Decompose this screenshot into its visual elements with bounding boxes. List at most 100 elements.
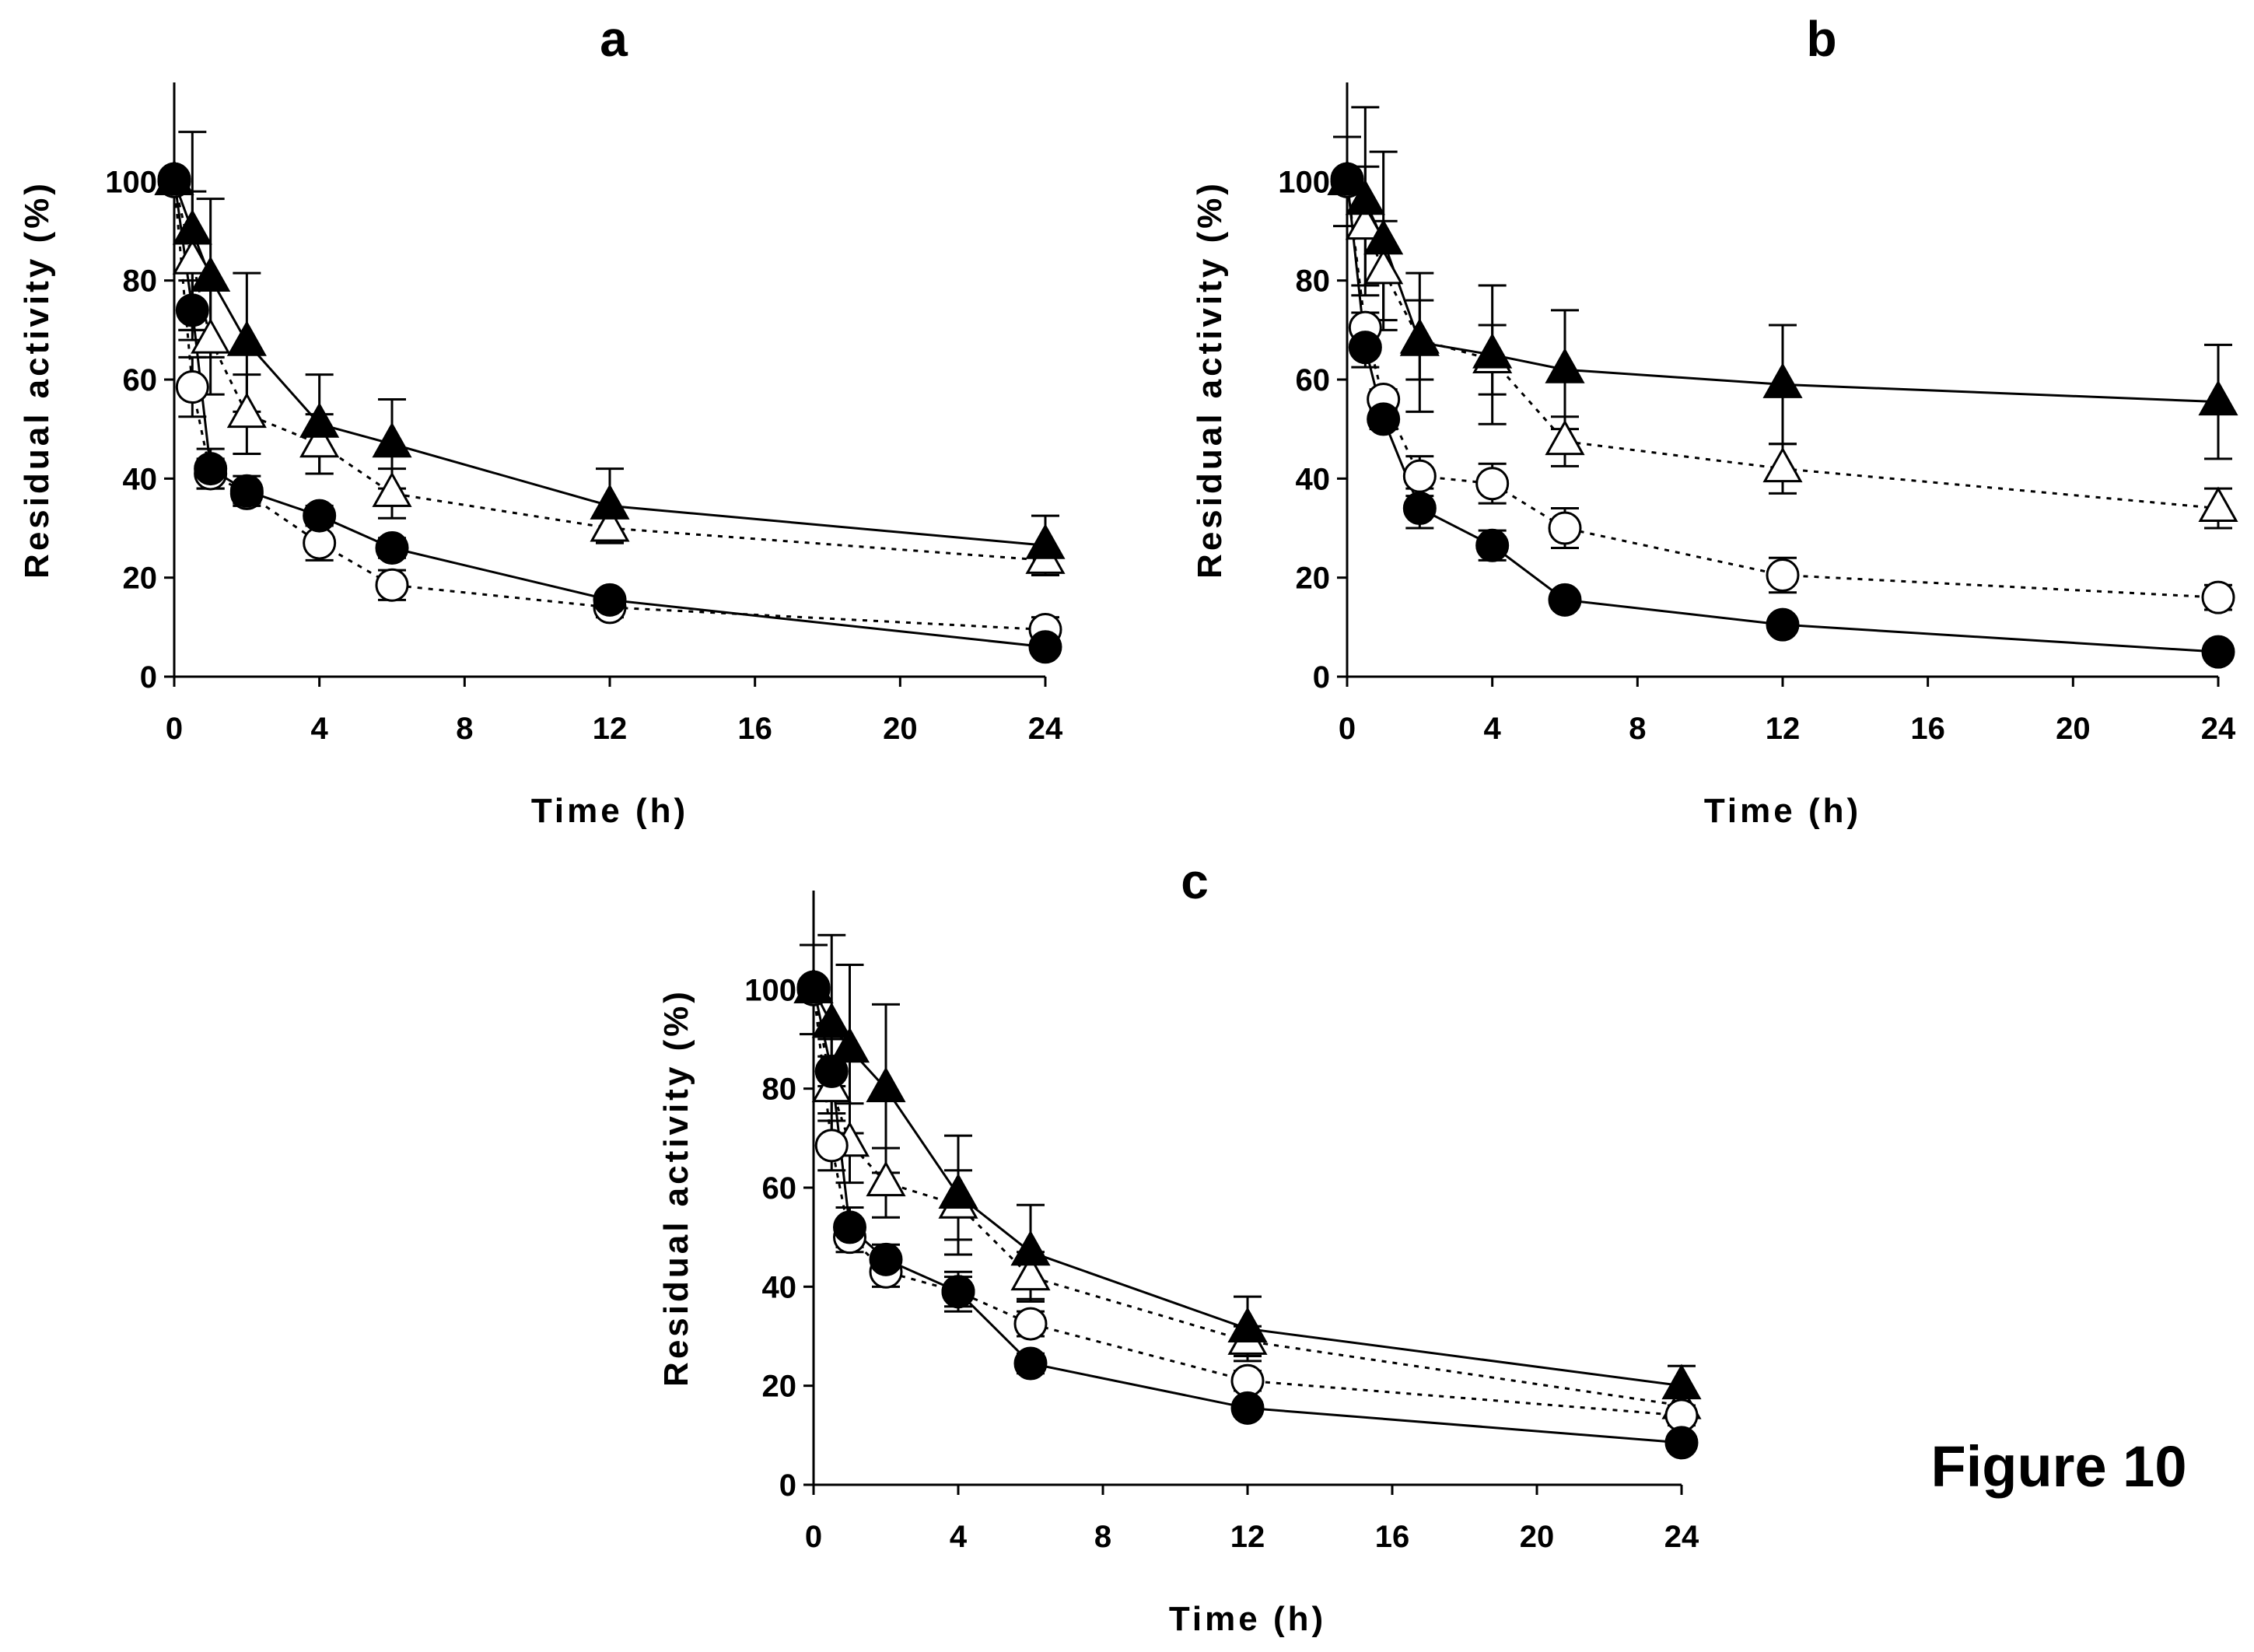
y-tick-label: 60 (1296, 363, 1331, 397)
open-circle-point (1767, 559, 1798, 590)
x-tick-label: 8 (1629, 712, 1646, 746)
y-axis-label: Residual activity (%) (657, 989, 695, 1387)
x-tick-label: 12 (1766, 712, 1801, 746)
filled-triangle-point (1664, 1367, 1699, 1398)
open-triangle-point (1366, 251, 1402, 283)
filled-circle-point (835, 1212, 866, 1243)
filled-circle-point (1332, 163, 1363, 194)
filled-triangle-point (2200, 383, 2236, 415)
open-circle-series-line (174, 181, 1045, 629)
open-circle-point (1477, 468, 1508, 499)
x-tick-label: 16 (1910, 712, 1945, 746)
y-tick-label: 80 (762, 1073, 797, 1107)
filled-circle-point (304, 500, 335, 531)
filled-circle-point (1030, 632, 1061, 663)
filled-triangle-point (1402, 323, 1437, 355)
filled-circle-point (2203, 636, 2234, 667)
x-axis-label: Time (h) (1704, 792, 1861, 830)
filled-circle-point (1232, 1392, 1263, 1423)
y-tick-label: 0 (1313, 660, 1330, 695)
y-tick-label: 100 (105, 165, 157, 199)
filled-triangle-point (229, 323, 264, 355)
x-tick-label: 0 (166, 712, 183, 746)
y-tick-label: 20 (123, 562, 158, 596)
chart-title: b (1806, 11, 1836, 67)
filled-circle-point (870, 1244, 901, 1275)
y-tick-label: 100 (744, 973, 796, 1007)
data-markers (796, 970, 1699, 1458)
x-tick-label: 16 (1375, 1520, 1410, 1554)
x-axis-label: Time (h) (1169, 1600, 1326, 1638)
filled-circle-point (816, 1055, 847, 1087)
chart-panel-c: c0204060801000 4 8 12 16 20 24Time (h)Residual… (657, 853, 1699, 1638)
open-triangle-point (374, 474, 410, 506)
chart-title: a (600, 11, 628, 67)
x-tick-label: 20 (883, 712, 918, 746)
y-tick-label: 0 (779, 1468, 796, 1503)
filled-circle-point (376, 532, 408, 563)
x-tick-label: 20 (2056, 712, 2091, 746)
filled-circle-point (1368, 404, 1399, 435)
filled-triangle-point (1027, 526, 1063, 558)
filled-triangle-point (940, 1176, 976, 1208)
x-tick-label: 0 (805, 1520, 822, 1554)
filled-circle-point (1477, 530, 1508, 561)
y-tick-label: 100 (1278, 165, 1330, 199)
y-tick-label: 60 (762, 1171, 797, 1206)
y-axis-label-group: Residual activity (%) (1191, 180, 1229, 579)
open-circle-point (816, 1130, 847, 1161)
y-tick-label: 40 (762, 1270, 797, 1304)
y-tick-label: 80 (1296, 264, 1331, 299)
open-triangle-point (868, 1164, 904, 1195)
x-tick-label: 24 (1028, 712, 1063, 746)
filled-circle-series-line (174, 179, 1045, 647)
y-tick-label: 0 (140, 660, 157, 695)
open-circle-point (376, 569, 408, 600)
open-circle-point (1404, 460, 1435, 492)
y-tick-label: 60 (123, 363, 158, 397)
y-tick-label: 40 (1296, 462, 1331, 496)
chart-panel-a: a 0 20 40 60 80 100 0 4 8 12 16 20 24 Time (h) Residual… (18, 11, 1063, 830)
x-axis-label: Time (h) (531, 792, 688, 830)
x-tick-label: 4 (1484, 712, 1502, 746)
figure-label: Figure 10 (1931, 1434, 2187, 1499)
x-tick-label: 12 (1230, 1520, 1265, 1554)
x-tick-label: 24 (1664, 1520, 1699, 1554)
figure-canvas: Figure 10 a0204060801000 4 8 12 16 20 24Time (… (0, 0, 2254, 1652)
filled-circle-point (594, 584, 625, 615)
open-triangle-point (2200, 489, 2236, 521)
x-tick-label: 8 (456, 712, 473, 746)
filled-circle-point (1666, 1427, 1697, 1458)
y-axis-label-group: Residual activity (%) (18, 180, 56, 579)
x-tick-label: 4 (950, 1520, 968, 1554)
open-circle-point (1015, 1308, 1046, 1339)
filled-circle-point (1549, 584, 1580, 615)
chart-title: c (1181, 853, 1209, 909)
filled-circle-point (177, 295, 208, 326)
x-tick-label: 24 (2201, 712, 2236, 746)
x-tick-label: 8 (1094, 1520, 1111, 1554)
x-tick-label: 16 (737, 712, 772, 746)
filled-circle-point (195, 453, 226, 485)
filled-triangle-point (1475, 335, 1510, 367)
filled-circle-point (159, 163, 190, 194)
open-circle-point (177, 372, 208, 403)
y-tick-label: 80 (123, 264, 158, 299)
filled-triangle-point (1013, 1233, 1048, 1265)
filled-circle-point (798, 971, 829, 1003)
series-lines (174, 179, 1045, 647)
chart-panel-b: b 0 20 40 60 80 100 0 4 8 12 16 20 24 Time (h) Residual… (1191, 11, 2236, 830)
y-tick-label: 20 (1296, 562, 1331, 596)
x-tick-label: 0 (1339, 712, 1356, 746)
open-circle-point (2203, 582, 2234, 613)
y-axis-label: Residual activity (%) (18, 180, 56, 579)
open-triangle-point (1765, 450, 1801, 481)
y-axis-label-group: Residual activity (%) (657, 989, 695, 1387)
filled-circle-point (1767, 609, 1798, 640)
y-axis-label: Residual activity (%) (1191, 180, 1229, 579)
x-tick-label: 4 (311, 712, 329, 746)
filled-circle-point (1349, 332, 1381, 363)
filled-circle-point (943, 1276, 974, 1307)
x-tick-label: 12 (593, 712, 628, 746)
x-tick-label: 20 (1520, 1520, 1555, 1554)
